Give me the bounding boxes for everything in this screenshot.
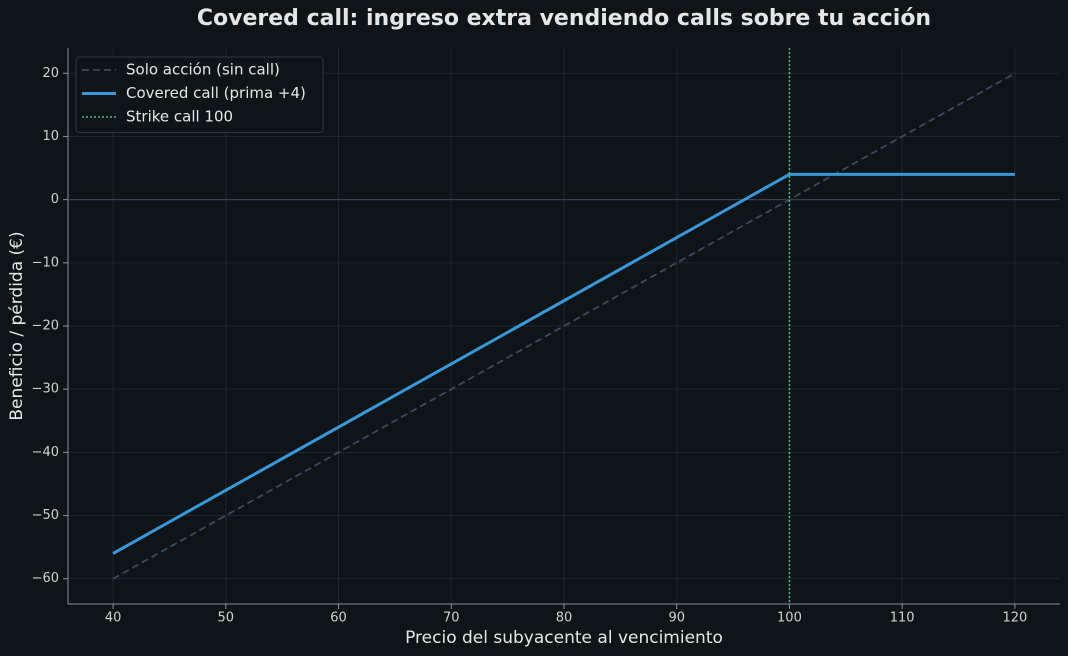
legend-label: Strike call 100 bbox=[126, 108, 233, 126]
y-tick-label: −40 bbox=[32, 445, 59, 460]
x-tick-label: 120 bbox=[1002, 611, 1027, 626]
y-tick-label: −30 bbox=[32, 382, 59, 397]
chart-title: Covered call: ingreso extra vendiendo ca… bbox=[197, 6, 931, 31]
x-tick-label: 80 bbox=[556, 611, 573, 626]
y-axis-label: Beneficio / pérdida (€) bbox=[7, 231, 27, 420]
x-tick-label: 40 bbox=[105, 611, 122, 626]
legend-label: Covered call (prima +4) bbox=[126, 84, 306, 102]
y-tick-label: −50 bbox=[32, 508, 59, 523]
y-tick-label: 10 bbox=[42, 129, 59, 144]
legend-box bbox=[75, 56, 324, 133]
y-tick-label: −20 bbox=[32, 319, 59, 334]
series-line bbox=[112, 172, 1015, 555]
x-tick-label: 50 bbox=[218, 611, 235, 626]
x-tick-label: 60 bbox=[330, 611, 347, 626]
x-tick-label: 70 bbox=[443, 611, 460, 626]
y-tick-label: 0 bbox=[51, 192, 59, 207]
y-tick-label: −10 bbox=[32, 255, 59, 270]
x-tick-label: 110 bbox=[890, 611, 915, 626]
x-tick-label: 100 bbox=[777, 611, 802, 626]
x-tick-label: 90 bbox=[668, 611, 685, 626]
y-tick-label: 20 bbox=[42, 66, 59, 81]
legend-label: Solo acción (sin call) bbox=[126, 61, 280, 79]
y-tick-label: −60 bbox=[32, 571, 59, 586]
series-line bbox=[112, 72, 1016, 580]
x-axis-label: Precio del subyacente al vencimiento bbox=[405, 628, 723, 648]
